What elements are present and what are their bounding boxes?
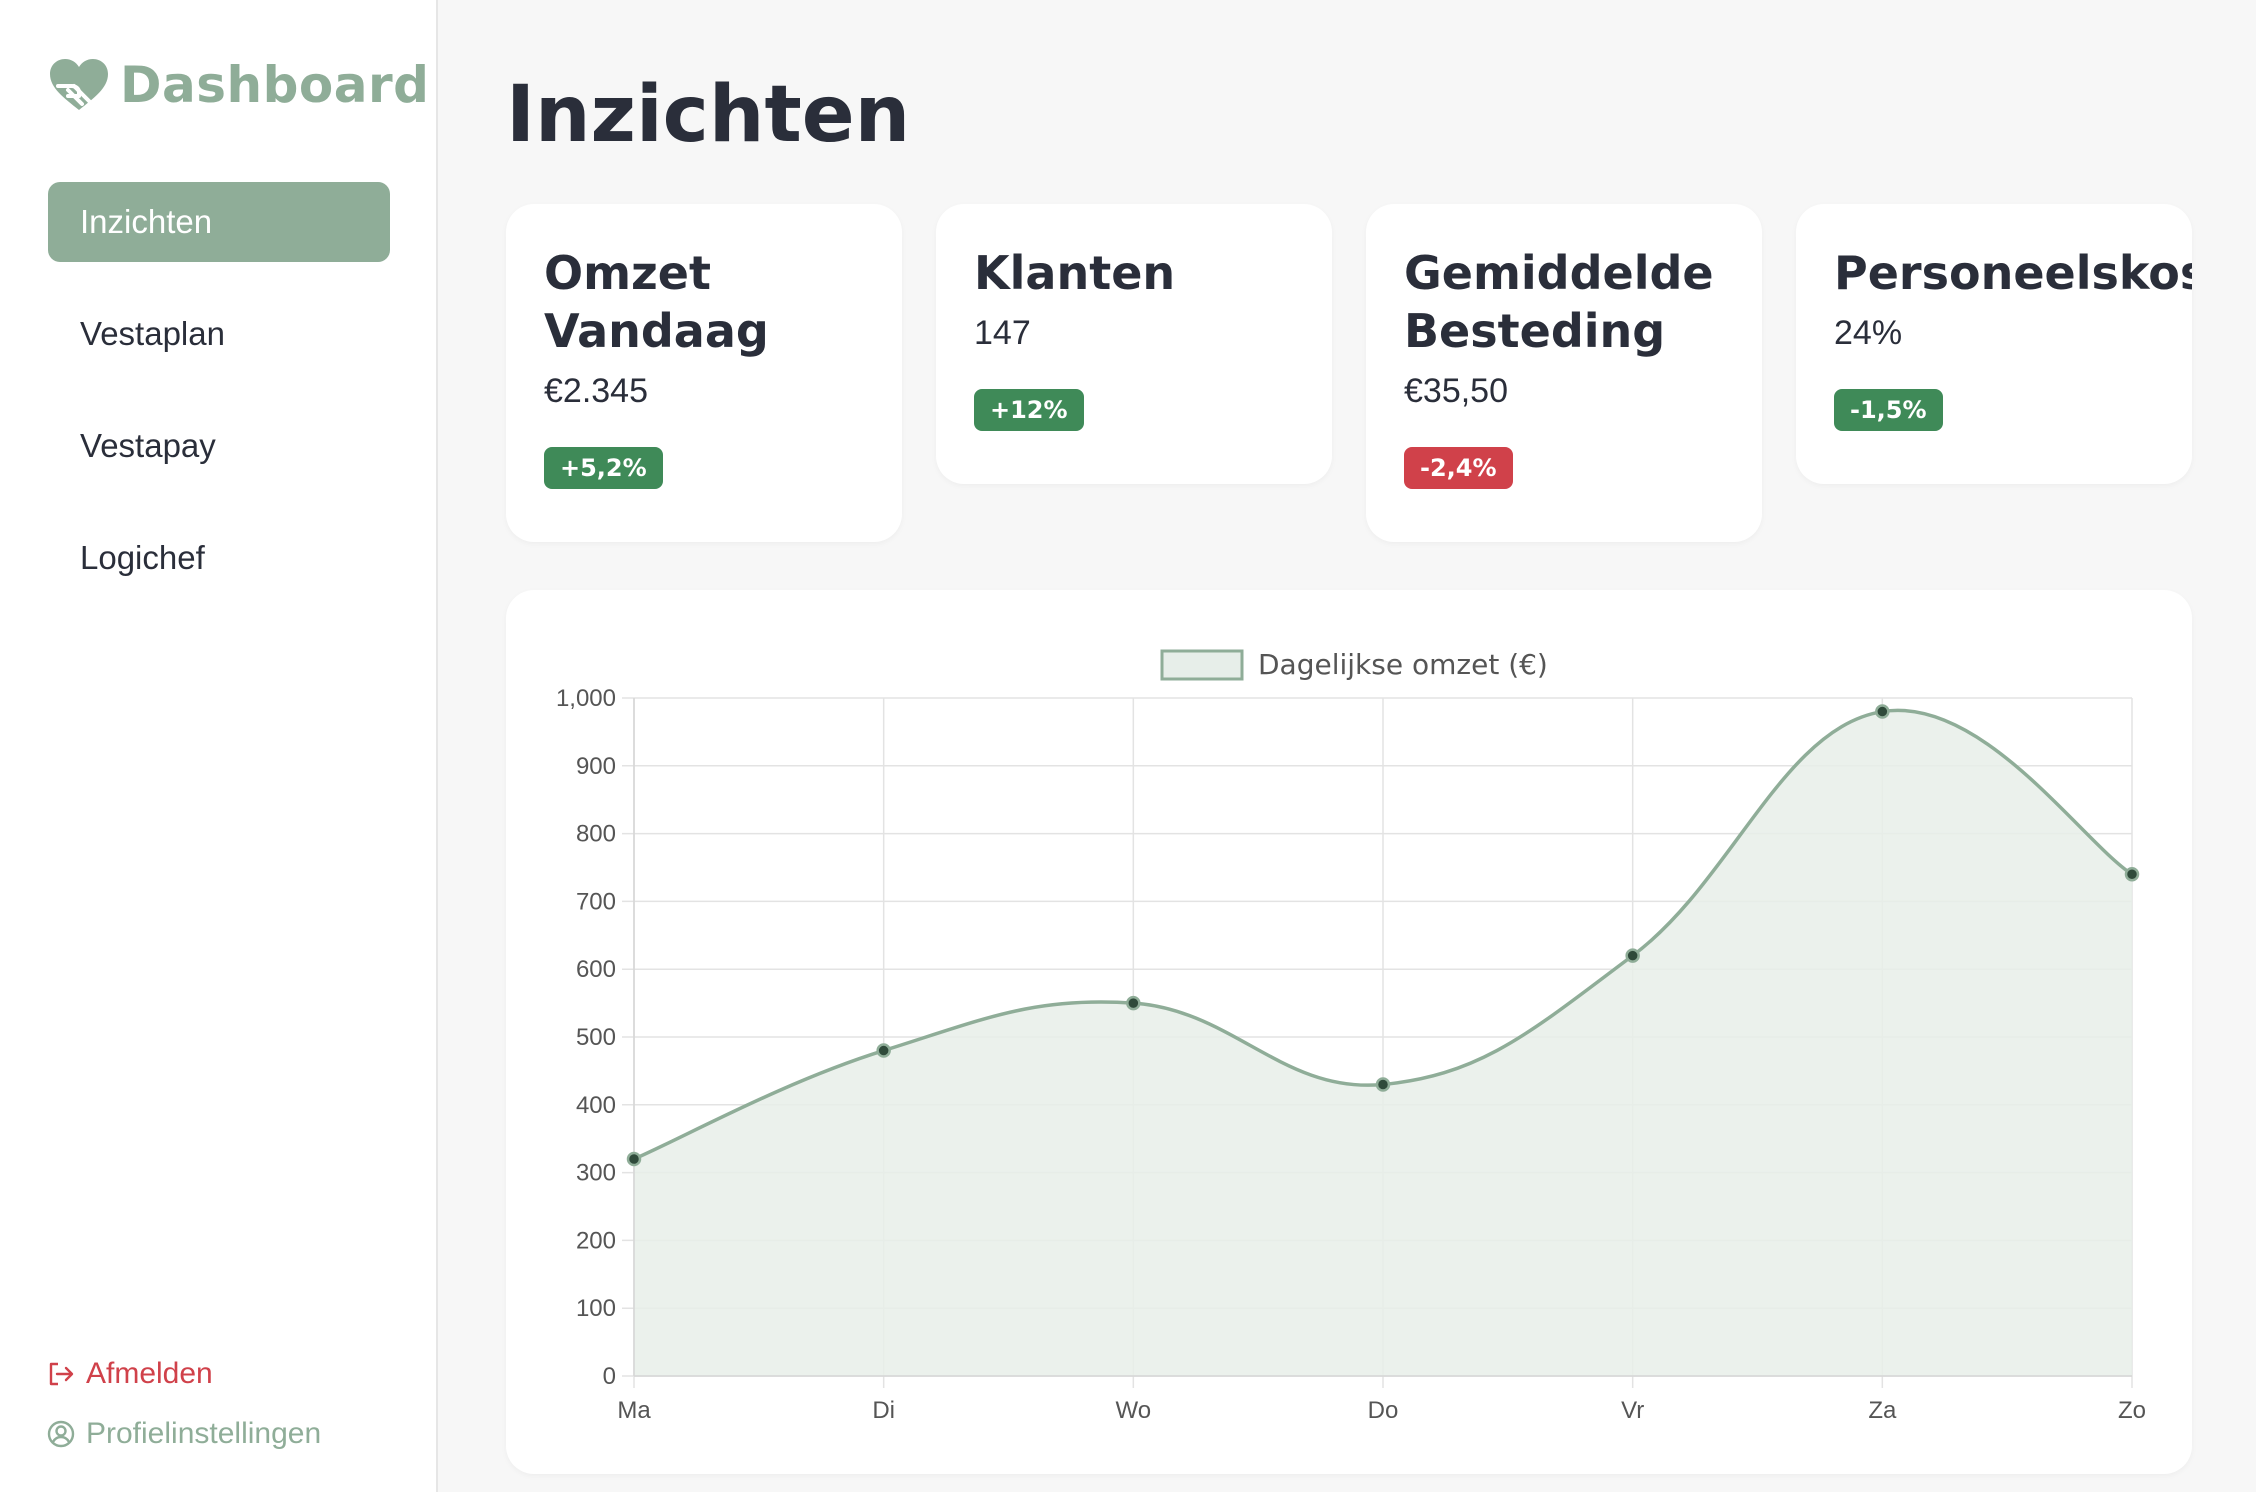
profile-settings-link[interactable]: Profielinstellingen: [46, 1412, 321, 1456]
revenue-chart-card: 0 100 200 300 400 500 600 700 800 900 1,000 Ma Di Wo D…: [506, 590, 2192, 1474]
kpi-value: €2.345: [544, 372, 648, 410]
logout-link[interactable]: Afmelden: [46, 1352, 321, 1396]
page-title: Inzichten: [506, 70, 911, 160]
kpi-change-badge: -2,4%: [1404, 447, 1513, 489]
x-tick-label: Zo: [2118, 1397, 2146, 1424]
kpi-title: Klanten: [974, 246, 1176, 300]
sidebar-item-vestapay[interactable]: Vestapay: [80, 427, 216, 464]
y-tick-label: 100: [576, 1295, 616, 1322]
kpi-card-personeelskost: Personeelskost 24% -1,5%: [1796, 204, 2192, 484]
sidebar: Dashboard Inzichten Vestaplan Vestapay L…: [0, 0, 438, 1492]
data-point: [1625, 948, 1640, 963]
logo-text: Dashboard: [120, 56, 430, 114]
kpi-card-omzet: Omzet Vandaag €2.345 +5,2%: [506, 204, 902, 542]
y-tick-label: 900: [576, 753, 616, 780]
kpi-change-badge: -1,5%: [1834, 389, 1943, 431]
sidebar-item-vestaplan[interactable]: Vestaplan: [80, 315, 225, 352]
y-tick-label: 500: [576, 1024, 616, 1051]
kpi-change-badge: +5,2%: [544, 447, 663, 489]
data-point: [1375, 1077, 1391, 1092]
kpi-value: €35,50: [1404, 372, 1508, 410]
kpi-card-klanten: Klanten 147 +12%: [936, 204, 1332, 484]
y-tick-label: 800: [576, 821, 616, 848]
series-area-fill: [634, 710, 2132, 1376]
logo[interactable]: Dashboard: [46, 56, 429, 114]
y-tick-label: 1,000: [556, 685, 616, 712]
profile-settings-label: Profielinstellingen: [86, 1417, 322, 1450]
x-tick-label: Vr: [1621, 1397, 1644, 1424]
x-tick-label: Do: [1368, 1397, 1399, 1424]
data-point: [626, 1151, 642, 1167]
user-circle-icon: [47, 1420, 75, 1448]
legend-swatch: [1160, 649, 1244, 681]
kpi-title: Personeelskost: [1834, 246, 2192, 300]
data-point: [2124, 867, 2140, 882]
y-tick-label: 600: [576, 956, 616, 983]
y-tick-label: 400: [576, 1092, 616, 1119]
y-tick-label: 300: [576, 1160, 616, 1187]
logout-label: Afmelden: [86, 1357, 213, 1390]
sidebar-footer: Afmelden Profielinstellingen: [46, 1352, 321, 1472]
x-tick-label: Za: [1868, 1397, 1897, 1424]
sidebar-nav: Inzichten Vestaplan Vestapay Logichef: [48, 182, 390, 630]
sidebar-item-logichef[interactable]: Logichef: [80, 539, 205, 576]
x-tick-label: Ma: [617, 1397, 651, 1424]
data-point: [876, 1043, 891, 1058]
x-tick-label: Wo: [1116, 1397, 1152, 1424]
logout-icon: [49, 1362, 74, 1386]
kpi-title: Omzet Vandaag: [544, 246, 769, 358]
sidebar-item-inzichten[interactable]: Inzichten: [48, 182, 390, 262]
data-point: [1126, 995, 1141, 1011]
y-tick-label: 700: [576, 888, 616, 915]
x-tick-label: Di: [872, 1397, 895, 1424]
heart-hand-icon: [50, 59, 108, 110]
kpi-card-besteding: Gemiddelde Besteding €35,50 -2,4%: [1366, 204, 1762, 542]
kpi-value: 24%: [1834, 314, 1903, 352]
kpi-value: 147: [974, 314, 1031, 352]
y-tick-label: 200: [576, 1227, 616, 1254]
legend-label: Dagelijkse omzet (€): [1258, 648, 1548, 681]
y-tick-label: 0: [603, 1363, 616, 1390]
kpi-change-badge: +12%: [974, 389, 1084, 431]
revenue-chart: 0 100 200 300 400 500 600 700 800 900 1,000 Ma Di Wo D…: [556, 648, 2146, 1424]
data-point: [1875, 704, 1890, 719]
kpi-title: Gemiddelde Besteding: [1404, 246, 1714, 358]
